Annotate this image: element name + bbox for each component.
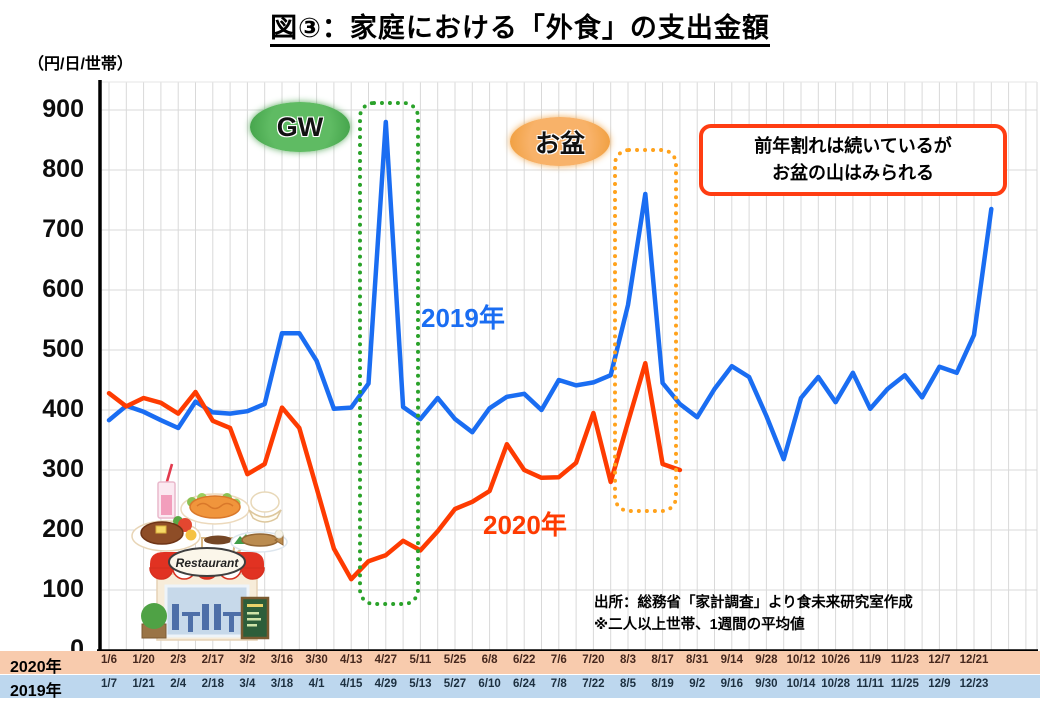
x-tick-label: 9/2 xyxy=(689,678,706,690)
x-tick-label: 5/11 xyxy=(409,654,432,666)
x-tick-label: 6/8 xyxy=(481,654,498,666)
restaurant-illustration: Restaurant xyxy=(131,463,288,641)
x-tick-label: 9/28 xyxy=(755,654,778,666)
x-tick-label: 9/16 xyxy=(720,678,743,690)
grilled-fish-plate-icon xyxy=(230,529,288,553)
restaurant-sign xyxy=(168,547,246,577)
y-tick-label: 500 xyxy=(42,335,84,363)
gw-annotation-ellipse: GW xyxy=(250,102,350,152)
obon-highlight-dotted-box xyxy=(613,148,678,513)
x-tick-label: 6/24 xyxy=(512,678,536,690)
spaghetti-plate-icon xyxy=(180,493,250,525)
obon-annotation-text: お盆 xyxy=(534,129,585,158)
x-tick-label: 2/3 xyxy=(170,654,187,666)
series-line-2019年 xyxy=(106,119,994,462)
restaurant-sign-text: Restaurant xyxy=(176,556,240,570)
x-tick-label: 1/21 xyxy=(132,678,155,690)
obon-annotation-ellipse: お盆 xyxy=(510,117,610,166)
x-tick-label: 9/30 xyxy=(755,678,778,690)
x-tick-label: 8/3 xyxy=(620,654,636,666)
x-tick-label: 3/2 xyxy=(239,654,256,666)
x-tick-label: 10/12 xyxy=(786,654,816,666)
x-tick-label: 4/27 xyxy=(374,654,397,666)
series-label-2020: 2020年 xyxy=(483,510,567,540)
gw-annotation-text: GW xyxy=(276,111,324,142)
y-tick-label: 800 xyxy=(42,155,84,183)
x-tick-label: 5/13 xyxy=(409,678,432,690)
x-tick-label: 12/21 xyxy=(959,654,989,666)
x-tick-label: 10/14 xyxy=(786,678,816,690)
x-tick-label: 4/15 xyxy=(339,678,363,690)
x-tick-label: 2/17 xyxy=(201,654,224,666)
x-tick-label: 11/25 xyxy=(890,678,919,690)
x-tick-label: 3/18 xyxy=(270,678,294,690)
x-tick-label: 3/30 xyxy=(305,654,328,666)
x-axis-row-2020: 2020年 1/6 1/20 2/3 2/17 3/2 3/16 3/30 4/13 4/27 5… xyxy=(0,651,1040,676)
x-tick-label: 2/4 xyxy=(170,678,187,690)
x-tick-label: 2/18 xyxy=(201,678,224,690)
x-tick-label: 10/28 xyxy=(821,678,850,690)
y-tick-label: 300 xyxy=(42,455,84,483)
x-tick-label: 9/14 xyxy=(720,654,743,666)
x-tick-label: 12/23 xyxy=(959,678,989,690)
x-tick-label: 11/9 xyxy=(859,654,882,666)
x-tick-label: 11/11 xyxy=(856,678,884,690)
series-line-2020年 xyxy=(106,360,683,582)
x-tick-label: 12/9 xyxy=(928,678,951,690)
x-axis-row-2020-header: 2020年 xyxy=(10,659,62,676)
callout-note: 前年割れは続いているが お盆の山はみられる xyxy=(699,124,1007,196)
x-tick-label: 7/22 xyxy=(582,678,605,690)
callout-line-1: 前年割れは続いているが xyxy=(754,136,952,156)
source-note: 出所：総務省「家計調査」より食未来研究室作成 ※二人以上世帯、1週間の平均値 xyxy=(594,593,913,637)
x-tick-label: 5/25 xyxy=(443,654,467,666)
bush-icon xyxy=(141,603,167,629)
drink-glass-icon xyxy=(157,463,176,519)
x-tick-label: 4/1 xyxy=(308,678,325,690)
menu-board-icon xyxy=(240,596,270,640)
x-tick-label: 7/6 xyxy=(550,654,567,666)
x-tick-label: 6/22 xyxy=(512,654,536,666)
callout-line-2: お盆の山はみられる xyxy=(772,163,934,183)
source-line-2: ※二人以上世帯、1週間の平均値 xyxy=(594,616,805,633)
y-tick-label: 700 xyxy=(42,215,84,243)
y-tick-label: 100 xyxy=(42,575,84,603)
x-tick-label: 11/23 xyxy=(890,654,919,666)
x-tick-label: 8/17 xyxy=(651,654,674,666)
series-label-2019: 2019年 xyxy=(421,303,505,333)
x-tick-label: 3/4 xyxy=(239,678,256,690)
source-line-1: 出所：総務省「家計調査」より食未来研究室作成 xyxy=(594,595,913,611)
x-tick-label: 1/20 xyxy=(132,654,155,666)
x-tick-label: 12/7 xyxy=(928,654,951,666)
x-axis-row-2019-header: 2019年 xyxy=(10,683,62,700)
x-tick-label: 1/7 xyxy=(101,678,117,690)
x-tick-label: 6/10 xyxy=(478,678,501,690)
x-tick-label: 8/31 xyxy=(685,654,709,666)
x-tick-label: 3/16 xyxy=(270,654,294,666)
x-tick-label: 1/6 xyxy=(101,654,117,666)
y-tick-label: 600 xyxy=(42,275,84,303)
x-tick-label: 8/19 xyxy=(651,678,674,690)
x-axis-row-2019: 2019年 1/7 1/21 2/4 2/18 3/4 3/18 4/1 4/15 4/29 5/… xyxy=(0,675,1040,700)
steak-plate-icon xyxy=(131,516,201,552)
x-tick-label: 8/5 xyxy=(620,678,636,690)
gw-highlight-dotted-box xyxy=(358,101,420,606)
x-tick-label: 7/8 xyxy=(550,678,567,690)
rice-bowl-icon xyxy=(248,491,282,523)
x-tick-label: 5/27 xyxy=(443,678,467,690)
y-tick-label: 900 xyxy=(42,95,84,123)
x-tick-label: 7/20 xyxy=(582,654,605,666)
restaurant-building: Restaurant xyxy=(141,547,270,641)
x-tick-label: 4/29 xyxy=(374,678,397,690)
x-tick-label: 4/13 xyxy=(339,654,363,666)
page-title: 図③：家庭における「外食」の支出金額 xyxy=(0,6,1040,47)
y-tick-label: 400 xyxy=(42,395,84,423)
x-tick-label: 10/26 xyxy=(821,654,850,666)
y-tick-label: 200 xyxy=(42,515,84,543)
y-axis-unit-label: （円/日/世帯） xyxy=(28,56,133,73)
